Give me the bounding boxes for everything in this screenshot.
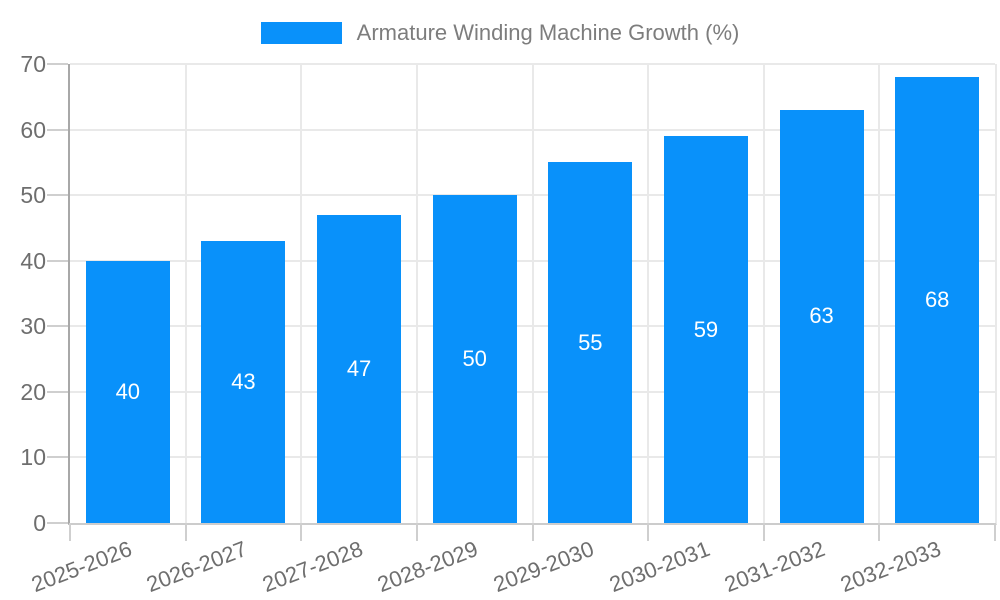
y-tick-mark bbox=[47, 63, 68, 65]
y-axis: 0 10 20 30 40 50 60 70 bbox=[0, 0, 46, 600]
legend-label: Armature Winding Machine Growth (%) bbox=[356, 20, 740, 45]
y-tick-mark bbox=[47, 456, 68, 459]
legend-color-swatch bbox=[260, 22, 342, 44]
x-tick-mark bbox=[300, 523, 303, 541]
x-tick-label: 2027-2028 bbox=[258, 536, 367, 598]
bar-value-label: 43 bbox=[231, 369, 256, 394]
x-tick-mark bbox=[69, 523, 71, 541]
y-tick-mark bbox=[47, 522, 68, 524]
y-tick-label: 10 bbox=[20, 444, 46, 471]
bar-value-label: 40 bbox=[115, 378, 141, 404]
x-tick-label: 2030-2031 bbox=[605, 536, 713, 598]
gridline-vertical bbox=[184, 64, 187, 523]
bar-value-label: 55 bbox=[578, 329, 603, 355]
x-tick-mark bbox=[415, 523, 418, 541]
bar[interactable]: 43 bbox=[201, 241, 286, 523]
x-tick-label: 2028-2029 bbox=[374, 536, 482, 598]
gridline-vertical bbox=[647, 64, 650, 523]
x-tick-mark bbox=[878, 523, 881, 541]
bar-value-label: 50 bbox=[462, 346, 487, 372]
x-tick-mark bbox=[762, 523, 765, 541]
y-tick-label: 50 bbox=[20, 182, 46, 209]
gridline-vertical bbox=[531, 64, 534, 523]
bar[interactable]: 59 bbox=[663, 136, 748, 523]
x-tick-mark bbox=[647, 523, 650, 541]
y-tick-label: 70 bbox=[20, 51, 46, 77]
gridline-vertical bbox=[762, 64, 765, 523]
y-tick-label: 60 bbox=[20, 116, 46, 143]
y-tick-label: 40 bbox=[20, 247, 46, 274]
x-tick-mark bbox=[531, 523, 534, 541]
chart-legend[interactable]: Armature Winding Machine Growth (%) bbox=[0, 20, 1000, 46]
x-tick-label: 2025-2026 bbox=[27, 536, 135, 598]
bar[interactable]: 40 bbox=[85, 260, 170, 523]
y-tick-mark bbox=[47, 390, 68, 393]
gridline-vertical bbox=[415, 64, 418, 523]
y-tick-mark bbox=[47, 194, 68, 197]
y-tick-mark bbox=[47, 259, 68, 262]
gridline-vertical bbox=[300, 64, 303, 523]
x-axis: 2025-2026 2026-2027 2027-2028 2028-2029 2029… bbox=[0, 536, 1000, 600]
bar[interactable]: 63 bbox=[779, 109, 864, 523]
x-tick-label: 2029-2030 bbox=[490, 536, 598, 598]
bar-value-label: 59 bbox=[693, 316, 719, 342]
bar-value-label: 68 bbox=[924, 287, 950, 313]
y-tick-mark bbox=[47, 128, 68, 131]
x-tick-mark bbox=[184, 523, 187, 541]
gridline-vertical bbox=[878, 64, 881, 523]
y-tick-label: 30 bbox=[20, 313, 46, 340]
bar[interactable]: 68 bbox=[895, 77, 980, 523]
x-tick-label: 2032-2033 bbox=[836, 536, 945, 598]
x-tick-mark bbox=[994, 523, 996, 541]
bar-value-label: 47 bbox=[346, 355, 372, 381]
x-tick-label: 2031-2032 bbox=[721, 536, 829, 598]
plot-area: 40 43 47 50 55 59 63 68 bbox=[47, 63, 997, 541]
bar[interactable]: 55 bbox=[548, 162, 633, 523]
bar[interactable]: 47 bbox=[317, 214, 402, 523]
y-tick-mark bbox=[47, 325, 68, 328]
x-tick-label: 2026-2027 bbox=[143, 536, 251, 598]
bar[interactable]: 50 bbox=[432, 195, 517, 523]
bar-value-label: 63 bbox=[809, 303, 834, 329]
y-tick-label: 0 bbox=[33, 510, 46, 536]
y-tick-label: 20 bbox=[20, 378, 46, 405]
